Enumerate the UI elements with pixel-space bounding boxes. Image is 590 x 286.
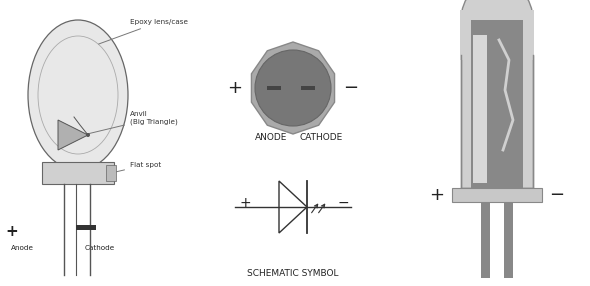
Bar (301, 86, 315, 90)
Bar (471, 20, 523, 188)
Circle shape (86, 133, 90, 137)
Bar (460, 10, 534, 60)
Ellipse shape (255, 50, 331, 126)
Text: +: + (6, 225, 18, 239)
Text: +: + (239, 196, 251, 210)
Bar (106, 165, 116, 181)
Text: Flat spot: Flat spot (114, 162, 161, 172)
Polygon shape (58, 120, 88, 150)
Text: Epoxy lens/case: Epoxy lens/case (99, 19, 188, 44)
Text: ANODE: ANODE (255, 134, 287, 142)
Bar (76, 225, 96, 230)
Text: −: − (343, 79, 359, 97)
Bar (504, 202, 513, 278)
Bar (481, 202, 490, 278)
Text: Cathode: Cathode (85, 245, 115, 251)
Text: SCHEMATIC SYMBOL: SCHEMATIC SYMBOL (247, 269, 339, 279)
Bar (267, 86, 281, 90)
Polygon shape (251, 42, 335, 134)
Text: CATHODE: CATHODE (299, 134, 343, 142)
Text: +: + (430, 186, 444, 204)
Bar (461, 55, 533, 188)
Ellipse shape (28, 20, 128, 170)
Text: +: + (228, 79, 242, 97)
Bar (42, 162, 114, 184)
Text: Anvil
(Big Triangle): Anvil (Big Triangle) (86, 111, 178, 134)
Text: Anode: Anode (11, 245, 34, 251)
Bar (452, 188, 542, 202)
Text: −: − (549, 186, 565, 204)
Ellipse shape (461, 0, 533, 60)
Text: −: − (337, 196, 349, 210)
Bar (473, 35, 487, 183)
